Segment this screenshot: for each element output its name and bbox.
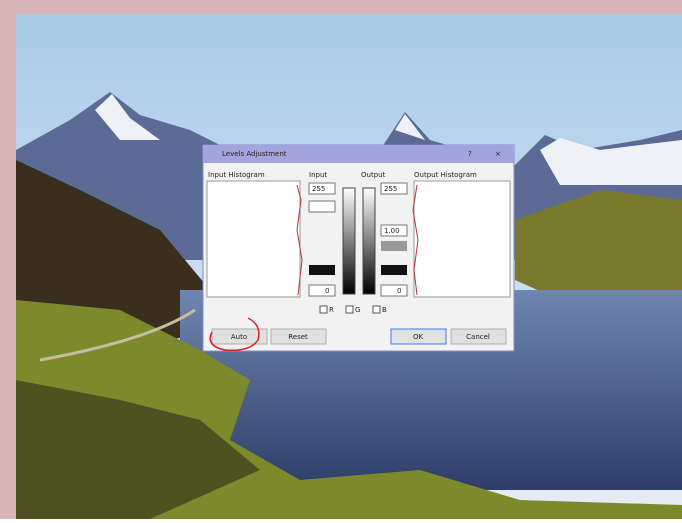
button[interactable] xyxy=(270,328,327,345)
button[interactable] xyxy=(450,328,507,345)
swatch xyxy=(381,241,407,251)
spin-box[interactable] xyxy=(380,224,408,237)
button-label: Reset xyxy=(288,333,308,341)
label: Output xyxy=(361,171,386,179)
channel: R xyxy=(329,306,334,314)
output-low: 0 xyxy=(397,287,401,295)
output-high: 255 xyxy=(384,185,397,193)
input-ramp[interactable] xyxy=(342,187,356,295)
spin-box[interactable] xyxy=(308,284,336,297)
channel: G xyxy=(355,306,360,314)
input-high: 255 xyxy=(312,185,325,193)
button-label: OK xyxy=(413,333,424,341)
help-button[interactable]: ? xyxy=(468,150,472,158)
label: Output Histogram xyxy=(414,171,477,179)
button-label: Cancel xyxy=(466,333,490,341)
histogram-curve xyxy=(412,184,419,296)
checkbox[interactable] xyxy=(319,305,328,314)
gamma: 1.00 xyxy=(384,227,400,235)
title-bar xyxy=(203,145,514,163)
dialog-title: Levels Adjustment xyxy=(222,150,287,158)
spin-box[interactable] xyxy=(308,182,336,195)
spin-box[interactable] xyxy=(380,182,408,195)
annotation-circle xyxy=(209,317,260,352)
checkbox[interactable] xyxy=(345,305,354,314)
checkbox[interactable] xyxy=(372,305,381,314)
input-low: 0 xyxy=(325,287,329,295)
button[interactable] xyxy=(211,328,268,345)
button[interactable] xyxy=(390,328,447,345)
output-ramp[interactable] xyxy=(362,187,376,295)
label: Input xyxy=(309,171,327,179)
button-label: Auto xyxy=(231,333,247,341)
channel: B xyxy=(382,306,387,314)
label: Input Histogram xyxy=(208,171,265,179)
spin-box[interactable] xyxy=(308,200,336,213)
spin-box[interactable] xyxy=(380,284,408,297)
histogram-curve xyxy=(296,184,303,296)
swatch xyxy=(309,265,335,275)
close-button[interactable]: × xyxy=(495,150,501,158)
swatch xyxy=(381,265,407,275)
output-histogram xyxy=(413,180,511,298)
dialog: Levels Adjustment ? × Input Histogram In… xyxy=(202,144,515,352)
input-histogram xyxy=(206,180,301,298)
